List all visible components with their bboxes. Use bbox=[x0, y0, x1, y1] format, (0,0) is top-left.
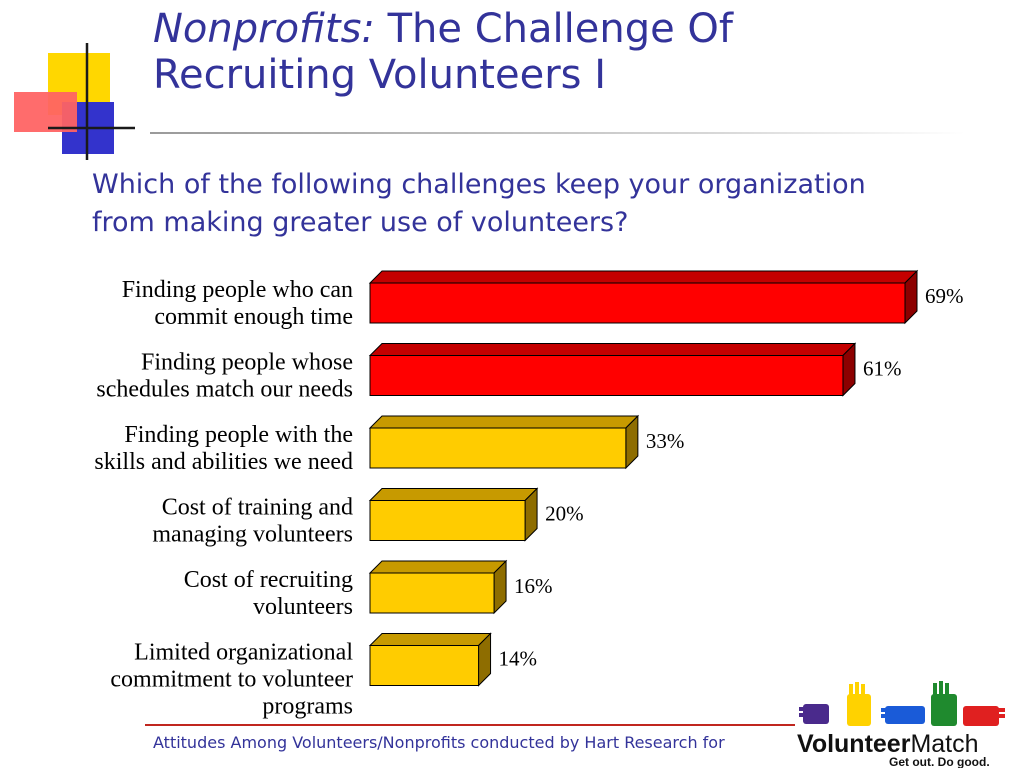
red-square bbox=[14, 92, 77, 132]
title-divider bbox=[150, 132, 965, 134]
footer-source: Attitudes Among Volunteers/Nonprofits co… bbox=[153, 733, 725, 752]
bar-chart: 69% Finding people who can commit enough t… bbox=[94, 269, 964, 720]
bar bbox=[369, 500, 526, 541]
title-italic: Nonprofits: bbox=[153, 6, 375, 52]
value-label: 20% bbox=[545, 502, 584, 526]
bar bbox=[369, 282, 906, 324]
value-label: 69% bbox=[925, 284, 964, 308]
footer-divider bbox=[145, 724, 795, 726]
category-label-line: Cost of recruiting bbox=[184, 567, 353, 593]
bar-top bbox=[368, 488, 539, 501]
category-label-line: commit enough time bbox=[154, 304, 353, 330]
category-label: Cost of recruiting volunteers bbox=[184, 567, 353, 620]
bar-group: 20% Cost of training and managing voluntee… bbox=[152, 487, 584, 548]
value-label: 16% bbox=[514, 574, 553, 598]
logo-wordmark: VolunteerMatch bbox=[797, 730, 979, 758]
logo-wordmark-light: Match bbox=[910, 730, 978, 758]
bar bbox=[369, 572, 495, 614]
bar-top bbox=[368, 633, 492, 646]
category-label: Finding people who can commit enough time bbox=[122, 277, 353, 330]
bar-top bbox=[368, 560, 508, 574]
category-label-line: Finding people with the bbox=[124, 422, 353, 448]
category-label-line: Finding people whose bbox=[141, 350, 353, 376]
bar bbox=[369, 645, 480, 686]
fade-overlay bbox=[14, 92, 77, 132]
bar bbox=[369, 427, 627, 469]
category-label-line: skills and abilities we need bbox=[94, 449, 353, 475]
logo-tagline: Get out. Do good. bbox=[889, 755, 990, 768]
question-line-2: from making greater use of volunteers? bbox=[92, 207, 629, 238]
question-line-1: Which of the following challenges keep y… bbox=[92, 169, 866, 200]
bar-group: 69% Finding people who can commit enough t… bbox=[122, 269, 964, 330]
category-label: Finding people whose schedules match our … bbox=[96, 350, 353, 403]
bar-group: 33% Finding people with the skills and abi… bbox=[94, 414, 685, 475]
value-label: 33% bbox=[646, 429, 685, 453]
value-label: 14% bbox=[499, 647, 538, 671]
hands-graphic bbox=[799, 681, 1005, 726]
decorative-squares bbox=[14, 43, 135, 160]
volunteermatch-logo: VolunteerMatch Get out. Do good. bbox=[797, 681, 1005, 768]
value-label: 61% bbox=[863, 357, 902, 381]
category-label-line: Finding people who can bbox=[122, 277, 353, 303]
category-label-line: managing volunteers bbox=[152, 522, 353, 548]
bar bbox=[369, 355, 844, 396]
category-label-line: commitment to volunteer bbox=[110, 667, 353, 693]
bar-top bbox=[368, 270, 919, 284]
title-line-1: Nonprofits: The Challenge Of bbox=[153, 6, 1013, 52]
bar-group: 61% Finding people whose schedules match o… bbox=[96, 342, 902, 403]
title-rest: The Challenge Of bbox=[387, 6, 733, 52]
category-label: Finding people with the skills and abilit… bbox=[94, 422, 353, 475]
bar-top bbox=[368, 343, 857, 356]
title-line-2: Recruiting Volunteers I bbox=[153, 52, 607, 98]
category-label: Cost of training and managing volunteers bbox=[152, 495, 353, 548]
category-label-line: programs bbox=[262, 694, 353, 720]
category-label-line: Limited organizational bbox=[134, 640, 353, 666]
category-label-line: Cost of training and bbox=[162, 495, 353, 521]
logo-wordmark-bold: Volunteer bbox=[797, 730, 911, 758]
slide-title: Nonprofits: The Challenge Of Recruiting … bbox=[153, 6, 1013, 98]
bar-group: 14% Limited organizational commitment to v… bbox=[110, 632, 538, 720]
bar-group: 16% Cost of recruiting volunteers bbox=[184, 559, 553, 620]
category-label-line: volunteers bbox=[253, 594, 353, 620]
category-label-line: schedules match our needs bbox=[96, 377, 353, 403]
survey-question: Which of the following challenges keep y… bbox=[92, 166, 992, 242]
bar-top bbox=[368, 415, 640, 429]
category-label: Limited organizational commitment to volu… bbox=[110, 640, 353, 720]
